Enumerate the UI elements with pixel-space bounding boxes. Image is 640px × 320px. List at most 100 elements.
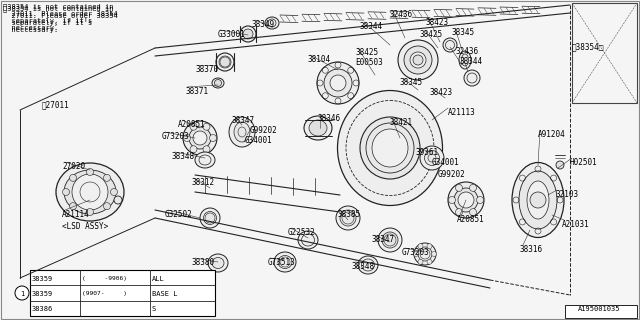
- Ellipse shape: [519, 171, 557, 229]
- Ellipse shape: [337, 91, 442, 205]
- Text: 38345: 38345: [452, 28, 475, 37]
- Text: 38344: 38344: [460, 57, 483, 66]
- Circle shape: [556, 161, 564, 169]
- Text: 38380: 38380: [192, 258, 215, 267]
- Circle shape: [413, 55, 423, 65]
- Text: 1: 1: [20, 291, 24, 297]
- Ellipse shape: [420, 146, 444, 170]
- Ellipse shape: [448, 182, 484, 218]
- Ellipse shape: [336, 206, 360, 230]
- Circle shape: [193, 131, 207, 145]
- Text: A195001035: A195001035: [578, 306, 620, 312]
- Ellipse shape: [358, 256, 378, 274]
- Circle shape: [413, 252, 419, 257]
- Circle shape: [111, 188, 118, 196]
- Text: A91204: A91204: [538, 130, 566, 139]
- Circle shape: [63, 188, 70, 196]
- Ellipse shape: [200, 208, 220, 228]
- Text: A21031: A21031: [562, 220, 589, 229]
- Bar: [30, 270, 215, 316]
- Ellipse shape: [398, 40, 438, 80]
- Ellipse shape: [212, 78, 224, 88]
- Ellipse shape: [234, 122, 250, 142]
- Ellipse shape: [56, 163, 124, 221]
- Circle shape: [456, 184, 463, 191]
- Text: 38385: 38385: [337, 210, 360, 219]
- Text: 38349: 38349: [252, 20, 275, 29]
- Text: G32502: G32502: [165, 210, 193, 219]
- Text: ‸38354 is not contained in
  27011. Please order 38354
  separately, if it's
  n: ‸38354 is not contained in 27011. Please…: [3, 5, 118, 33]
- Circle shape: [470, 209, 477, 216]
- Text: G22532: G22532: [288, 228, 316, 237]
- Ellipse shape: [265, 17, 279, 29]
- Text: 38348: 38348: [352, 262, 375, 271]
- Text: (     -9906): ( -9906): [82, 276, 127, 281]
- Text: 38348: 38348: [172, 152, 195, 161]
- Ellipse shape: [189, 127, 211, 149]
- Text: BASE L: BASE L: [152, 291, 177, 297]
- Ellipse shape: [404, 46, 432, 74]
- Text: G34001: G34001: [245, 136, 273, 145]
- Text: G33001: G33001: [218, 30, 246, 39]
- Circle shape: [203, 123, 210, 130]
- Text: 38425: 38425: [355, 48, 378, 57]
- Text: 38371: 38371: [185, 87, 208, 96]
- Ellipse shape: [454, 188, 478, 212]
- Ellipse shape: [378, 228, 402, 252]
- Circle shape: [477, 196, 483, 204]
- Text: 38359: 38359: [32, 276, 53, 282]
- Circle shape: [15, 286, 29, 300]
- Circle shape: [114, 196, 122, 204]
- Text: A20851: A20851: [178, 120, 205, 129]
- Text: ‸38354 is not contained in
  27011. Please order 38354
  separately, if it's
  n: ‸38354 is not contained in 27011. Please…: [3, 3, 118, 31]
- Text: 32103: 32103: [555, 190, 578, 199]
- Text: 32436: 32436: [455, 47, 478, 56]
- Circle shape: [530, 192, 546, 208]
- Text: 38312: 38312: [192, 178, 215, 187]
- Text: 38423: 38423: [425, 18, 448, 27]
- Text: 38386: 38386: [32, 306, 53, 312]
- Bar: [572, 3, 637, 103]
- Text: G73203: G73203: [402, 248, 429, 257]
- Text: A21113: A21113: [448, 108, 476, 117]
- Ellipse shape: [464, 70, 480, 86]
- Circle shape: [427, 259, 432, 264]
- Ellipse shape: [204, 212, 216, 225]
- Text: ALL: ALL: [152, 276, 164, 282]
- Text: G99202: G99202: [250, 126, 278, 135]
- Ellipse shape: [324, 69, 352, 97]
- Circle shape: [456, 209, 463, 216]
- Text: 38423: 38423: [430, 88, 453, 97]
- Ellipse shape: [195, 152, 215, 168]
- Text: G73203: G73203: [162, 132, 189, 141]
- Text: 38421: 38421: [390, 118, 413, 127]
- Ellipse shape: [298, 231, 318, 249]
- Text: 38347: 38347: [232, 116, 255, 125]
- Text: A21114: A21114: [62, 210, 90, 219]
- Ellipse shape: [240, 26, 256, 42]
- Ellipse shape: [459, 51, 471, 69]
- Ellipse shape: [309, 120, 327, 136]
- Ellipse shape: [372, 129, 408, 167]
- Ellipse shape: [340, 210, 356, 226]
- Ellipse shape: [214, 79, 221, 86]
- Text: 38344: 38344: [360, 22, 383, 31]
- Ellipse shape: [274, 252, 296, 272]
- Text: ‸38354□: ‸38354□: [572, 42, 604, 51]
- Circle shape: [72, 174, 108, 210]
- Ellipse shape: [219, 56, 231, 68]
- Ellipse shape: [229, 117, 255, 147]
- Text: 38346: 38346: [318, 114, 341, 123]
- Circle shape: [418, 259, 423, 264]
- Ellipse shape: [382, 232, 398, 248]
- Ellipse shape: [64, 170, 116, 214]
- Circle shape: [209, 134, 216, 141]
- Ellipse shape: [360, 117, 420, 179]
- Text: G73513: G73513: [268, 258, 296, 267]
- Circle shape: [203, 146, 210, 153]
- Text: 32436: 32436: [390, 10, 413, 19]
- Circle shape: [190, 146, 197, 153]
- Circle shape: [330, 75, 346, 91]
- Text: G99202: G99202: [438, 170, 466, 179]
- Text: S: S: [152, 306, 156, 312]
